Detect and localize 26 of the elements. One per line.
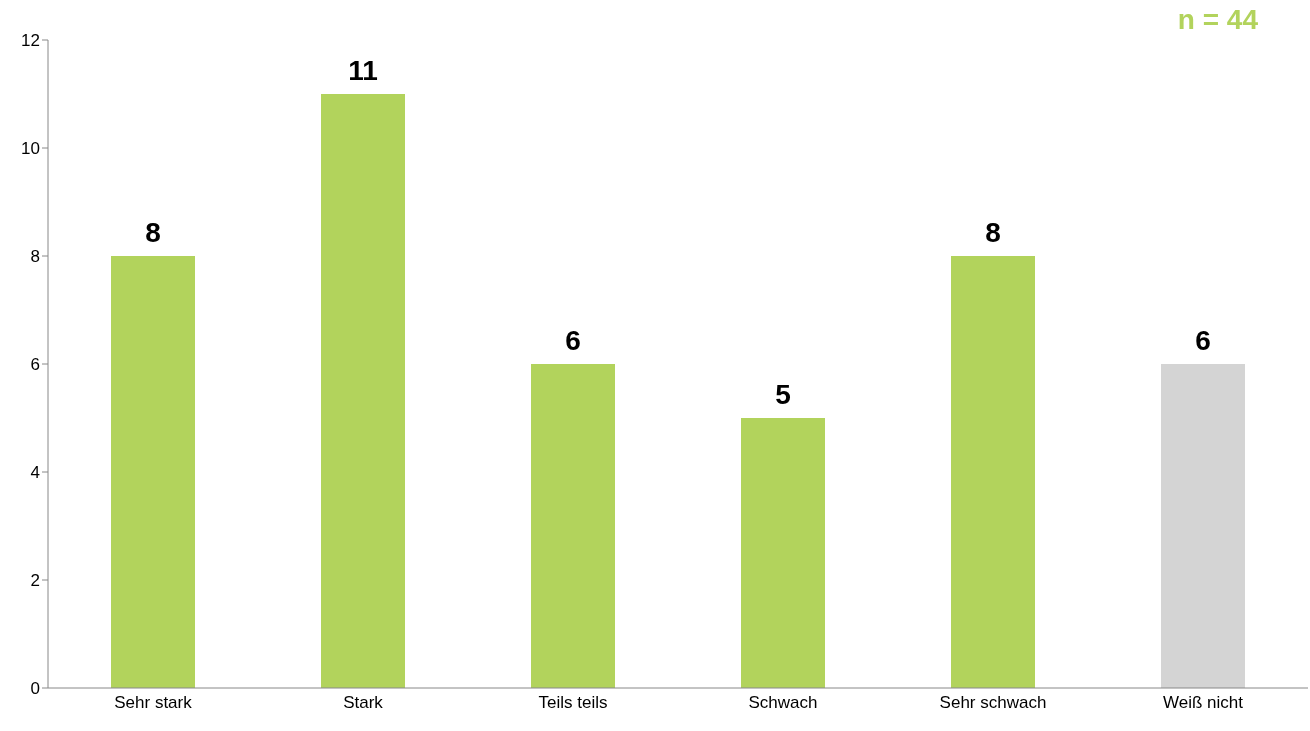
y-tick-label: 4 <box>30 463 40 483</box>
bar <box>531 364 615 688</box>
data-label: 11 <box>348 55 378 86</box>
data-label: 8 <box>145 217 161 248</box>
x-tick-label: Weiß nicht <box>1163 693 1244 713</box>
x-tick-label: Sehr schwach <box>939 693 1047 713</box>
bar <box>1161 364 1245 688</box>
y-tick-label: 2 <box>30 571 40 591</box>
data-label: 5 <box>775 379 791 410</box>
x-tick-label: Schwach <box>748 693 818 713</box>
x-tick-label: Teils teils <box>538 693 608 713</box>
data-label: 8 <box>985 217 1001 248</box>
x-tick-label: Stark <box>343 693 384 713</box>
x-tick-label: Sehr stark <box>114 693 193 713</box>
bar <box>321 94 405 688</box>
y-tick-label: 6 <box>30 355 40 375</box>
y-tick-label: 0 <box>30 679 40 699</box>
y-tick-label: 12 <box>21 31 40 51</box>
bar <box>111 256 195 688</box>
data-label: 6 <box>1195 325 1211 356</box>
data-label: 6 <box>565 325 581 356</box>
bar <box>741 418 825 688</box>
y-tick-label: 8 <box>30 247 40 267</box>
text: n = 44 <box>1177 4 1258 36</box>
y-tick-label: 10 <box>21 139 40 159</box>
bar <box>951 256 1035 688</box>
